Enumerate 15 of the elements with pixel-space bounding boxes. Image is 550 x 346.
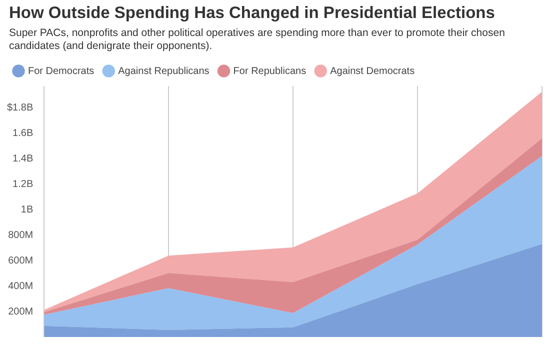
- legend-label: For Republicans: [233, 66, 306, 77]
- y-tick-label: 200M: [8, 306, 34, 318]
- y-tick-label: 1B: [20, 204, 34, 216]
- chart-subtitle: Super PACs, nonprofits and other political operatives are spending more than ever to promote their chosen candidates (and denigrate their opponents).: [9, 27, 506, 53]
- y-tick-label: 600M: [8, 255, 34, 266]
- legend-label: Against Republicans: [118, 66, 210, 77]
- y-tick-label: 1.2B: [12, 178, 34, 190]
- legend-label: For Democrats: [28, 66, 94, 77]
- y-tick-label: 800M: [8, 230, 34, 241]
- y-tick-label: 400M: [8, 280, 34, 292]
- y-tick-label: $1.8B: [6, 102, 34, 114]
- y-tick-label: 1.6B: [12, 128, 34, 139]
- y-tick-label: 1.4B: [12, 153, 34, 164]
- chart-title: How Outside Spending Has Changed in Presidential Elections: [9, 4, 495, 23]
- legend-label: Against Democrats: [330, 66, 415, 77]
